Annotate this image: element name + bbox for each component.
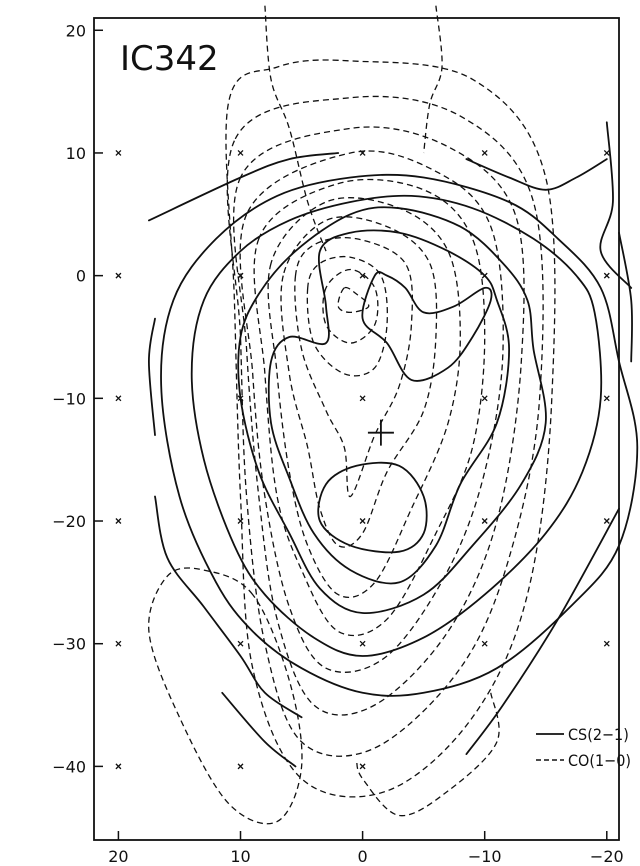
y-tick-label: −10 xyxy=(52,389,86,408)
x-tick-label: −10 xyxy=(468,847,502,866)
observed-position-marker xyxy=(237,763,244,770)
cs-contour-line xyxy=(221,691,297,768)
observed-position-marker xyxy=(603,395,610,402)
observed-position-marker xyxy=(481,640,488,647)
co-contour-line xyxy=(253,178,486,637)
x-tick-label: 20 xyxy=(108,847,128,866)
co-contour-line xyxy=(232,126,525,716)
observed-position-marker xyxy=(237,518,244,524)
co-contours xyxy=(148,5,556,825)
cs-contour-line xyxy=(267,229,510,585)
co-contour-line xyxy=(322,268,379,344)
cs-contour-line xyxy=(599,121,633,289)
observed-position-marker xyxy=(481,149,488,156)
axis-tick-labels: 20 10 0 −10 −20 20 10 0 −10 −20 −30 −40 xyxy=(52,21,623,866)
y-tick-label: −40 xyxy=(52,757,86,776)
observed-position-marker xyxy=(603,149,610,156)
co-contour-line xyxy=(294,236,414,498)
cs-contour-line xyxy=(148,317,156,436)
observed-position-marker xyxy=(115,763,122,770)
axis-ticks xyxy=(94,29,608,840)
observed-position-marker xyxy=(237,149,244,156)
observed-position-marker xyxy=(359,272,366,279)
cs-contour-line xyxy=(317,461,428,554)
cs-contour-line xyxy=(618,231,633,363)
observed-position-marker xyxy=(359,640,366,647)
observed-position-marker xyxy=(603,272,610,279)
co-contour-line xyxy=(148,567,303,825)
x-tick-label: −20 xyxy=(590,847,624,866)
cs-contour-line xyxy=(160,173,639,697)
y-tick-label: 10 xyxy=(66,144,86,163)
observed-position-marker xyxy=(115,395,122,402)
co-contour-line xyxy=(226,95,544,757)
observed-position-marker xyxy=(115,149,122,156)
x-tick-label: 0 xyxy=(358,847,368,866)
y-tick-label: 20 xyxy=(66,21,86,40)
center-cross xyxy=(367,419,394,446)
co-contour-line xyxy=(264,5,327,252)
cs-contour-line xyxy=(148,152,340,222)
co-contour-line xyxy=(337,286,370,314)
cs-contour-line xyxy=(190,194,603,657)
co-contour-line xyxy=(239,150,504,673)
cs-contour-line xyxy=(465,158,608,191)
cs-contours xyxy=(148,121,639,768)
co-contour-line xyxy=(225,59,556,798)
co-contour-line xyxy=(423,5,443,154)
observed-position-marker xyxy=(603,640,610,647)
legend: CS(2−1) CO(1−0) xyxy=(536,725,631,770)
y-tick-label: −20 xyxy=(52,512,86,531)
legend-co-label: CO(1−0) xyxy=(568,751,631,770)
observed-position-marker xyxy=(115,272,122,279)
plot-frame xyxy=(93,17,620,841)
observed-position-marker xyxy=(481,518,488,524)
cs-contour-line xyxy=(237,206,547,614)
observed-position-marker xyxy=(359,763,366,770)
x-tick-label: 10 xyxy=(230,847,250,866)
observed-position-marker xyxy=(359,518,366,524)
observed-position-marker xyxy=(237,640,244,647)
y-tick-label: −30 xyxy=(52,635,86,654)
legend-cs-label: CS(2−1) xyxy=(568,725,629,744)
center-cross-marker xyxy=(367,419,394,446)
cs-contour-line xyxy=(154,495,303,719)
observed-position-marker xyxy=(115,640,122,647)
observed-position-marker xyxy=(603,518,610,524)
y-tick-label: 0 xyxy=(76,267,86,286)
co-contour-line xyxy=(280,216,438,548)
co-contour-line xyxy=(355,692,500,817)
cs-contour-line xyxy=(361,271,493,382)
cs-contour-line xyxy=(465,507,620,755)
observed-position-marker xyxy=(359,395,366,402)
observed-position-marker xyxy=(115,518,122,524)
chart-title: IC342 xyxy=(120,39,219,79)
observed-position-marker xyxy=(481,395,488,402)
